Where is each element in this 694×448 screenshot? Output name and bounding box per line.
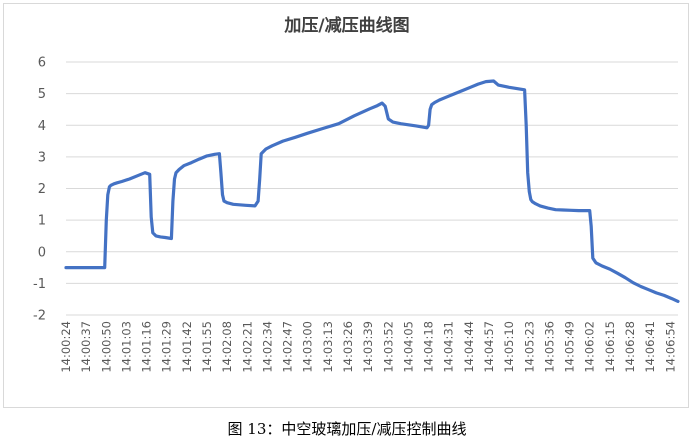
x-tick-label: 14:05:23: [522, 321, 536, 373]
series-line: [64, 79, 680, 303]
x-tick-label: 14:06:02: [583, 321, 597, 373]
x-tick-label: 14:06:41: [643, 321, 657, 373]
y-tick-label: -2: [33, 309, 46, 324]
y-tick-label: 6: [38, 56, 46, 71]
x-tick-label: 14:00:24: [59, 321, 73, 373]
x-tick-label: 14:05:10: [502, 321, 516, 373]
x-tick-label: 14:05:49: [563, 321, 577, 373]
y-tick-label: 5: [38, 87, 46, 102]
x-tick-label: 14:03:13: [321, 321, 335, 373]
y-tick-label: 4: [38, 119, 46, 134]
x-tick-label: 14:06:54: [663, 321, 677, 373]
x-tick-label: 14:03:00: [301, 321, 315, 373]
x-tick-label: 14:01:16: [140, 321, 154, 373]
x-tick-label: 14:01:03: [119, 321, 133, 373]
y-tick-label: 0: [38, 245, 46, 260]
x-tick-label: 14:00:37: [79, 321, 93, 373]
y-tick-label: 2: [38, 182, 46, 197]
x-tick-label: 14:04:18: [422, 321, 436, 373]
x-tick-label: 14:04:57: [482, 321, 496, 373]
chart-title: 加压/减压曲线图: [284, 16, 410, 36]
x-tick-label: 14:01:42: [180, 321, 194, 373]
x-tick-label: 14:05:36: [542, 321, 556, 373]
x-tick-label: 14:03:39: [361, 321, 375, 373]
y-tick-label: -1: [33, 277, 46, 292]
x-tick-label: 14:03:26: [341, 321, 355, 373]
x-tick-label: 14:01:29: [160, 321, 174, 373]
x-tick-label: 14:02:21: [240, 321, 254, 373]
y-tick-label: 1: [38, 214, 46, 229]
x-tick-label: 14:02:08: [220, 321, 234, 373]
figure-caption: 图 13：中空玻璃加压/减压控制曲线: [227, 420, 467, 438]
y-tick-label: 3: [38, 150, 46, 165]
x-tick-label: 14:02:47: [281, 321, 295, 373]
chart-frame: [3, 3, 689, 408]
x-tick-label: 14:06:28: [623, 321, 637, 373]
gridlines: [66, 61, 678, 316]
x-tick-label: 14:01:55: [200, 321, 214, 373]
x-tick-label: 14:04:31: [442, 321, 456, 373]
x-axis-ticks: 14:00:24 14:00:37 14:00:50 14:01:03 14:01:16…: [59, 321, 677, 373]
y-axis-ticks: -2 -1 0 1 2 3 4 5 6: [33, 56, 46, 324]
x-tick-label: 14:04:05: [401, 321, 415, 373]
series-group: [64, 79, 680, 303]
x-tick-label: 14:00:50: [99, 321, 113, 373]
x-tick-label: 14:04:44: [462, 321, 476, 373]
x-tick-label: 14:02:34: [260, 321, 274, 373]
x-tick-label: 14:03:52: [381, 321, 395, 373]
x-tick-label: 14:06:15: [603, 321, 617, 373]
